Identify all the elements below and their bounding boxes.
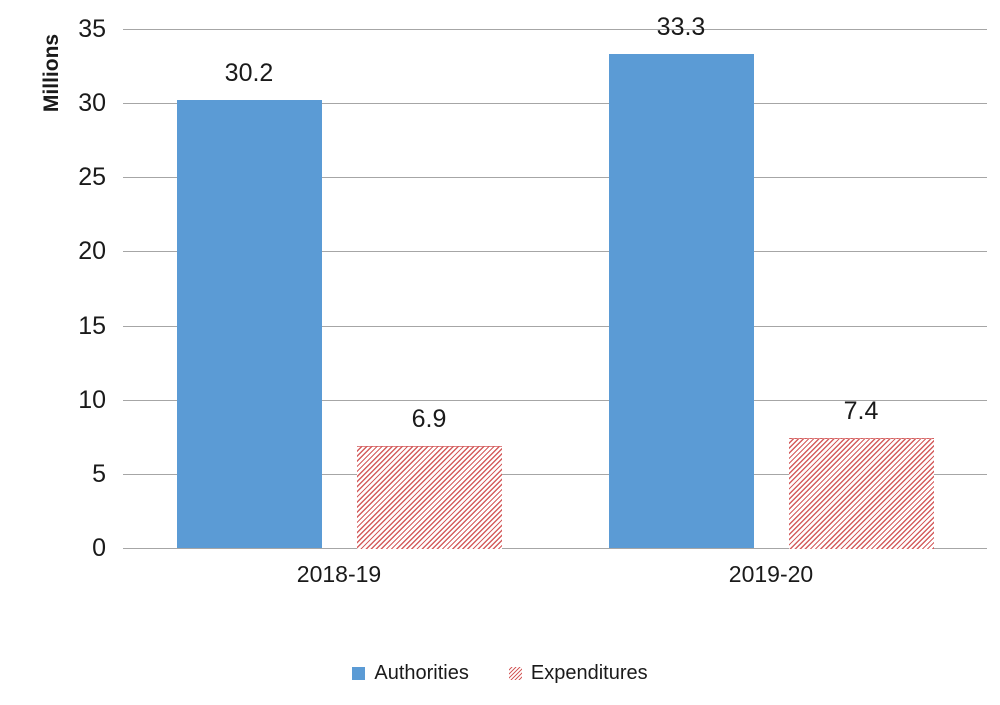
y-axis-tick-label: 35 bbox=[78, 15, 106, 43]
y-gridline bbox=[123, 177, 987, 178]
y-axis-tick-label: 5 bbox=[92, 460, 106, 488]
bar-value-label: 6.9 bbox=[411, 405, 447, 433]
bar-value-label: 30.2 bbox=[224, 59, 274, 87]
bar-expenditures-2018-19 bbox=[356, 446, 502, 549]
y-axis-tick-label: 10 bbox=[78, 386, 106, 414]
bar-value-label: 7.4 bbox=[843, 397, 879, 425]
y-gridline bbox=[123, 326, 987, 327]
legend-label: Authorities bbox=[374, 661, 469, 684]
y-gridline bbox=[123, 29, 987, 30]
y-axis-tick-label: 25 bbox=[78, 163, 106, 191]
x-axis-label-2019-20: 2019-20 bbox=[728, 561, 814, 587]
bar-value-label: 33.3 bbox=[656, 13, 706, 41]
y-axis-tick-label: 0 bbox=[92, 534, 106, 562]
y-gridline bbox=[123, 474, 987, 475]
legend-label: Expenditures bbox=[530, 661, 648, 684]
legend-item-authorities: Authorities bbox=[352, 662, 469, 685]
bar-authorities-2018-19 bbox=[176, 100, 322, 548]
y-gridline bbox=[123, 103, 987, 104]
y-axis-tick-label: 20 bbox=[78, 237, 106, 265]
bar-expenditures-2019-20 bbox=[788, 438, 934, 549]
y-axis-tick-label: 15 bbox=[78, 312, 106, 340]
y-axis-tick-label: 30 bbox=[78, 89, 106, 117]
legend: Authorities Expenditures bbox=[0, 658, 1000, 688]
legend-marker-authorities-icon bbox=[352, 666, 366, 680]
y-gridline bbox=[123, 400, 987, 401]
y-gridline bbox=[123, 251, 987, 252]
legend-marker-expenditures-icon bbox=[508, 666, 522, 680]
legend-item-expenditures: Expenditures bbox=[508, 661, 648, 685]
x-axis-label-2018-19: 2018-19 bbox=[296, 561, 382, 587]
bar-authorities-2019-20 bbox=[608, 54, 754, 548]
x-axis-line bbox=[123, 548, 987, 549]
